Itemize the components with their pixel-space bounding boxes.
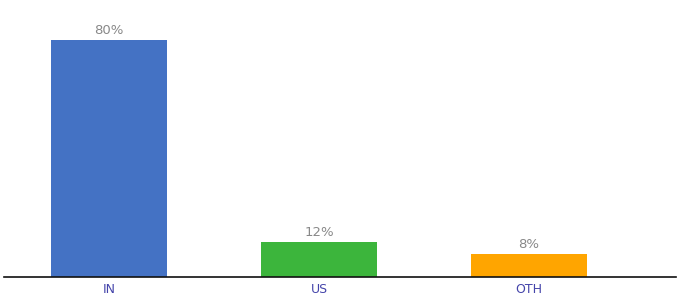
Text: 12%: 12% xyxy=(304,226,334,239)
Text: 80%: 80% xyxy=(95,24,124,38)
Text: 8%: 8% xyxy=(518,238,539,251)
Bar xyxy=(52,40,167,277)
Bar xyxy=(471,254,587,277)
Bar xyxy=(261,242,377,277)
